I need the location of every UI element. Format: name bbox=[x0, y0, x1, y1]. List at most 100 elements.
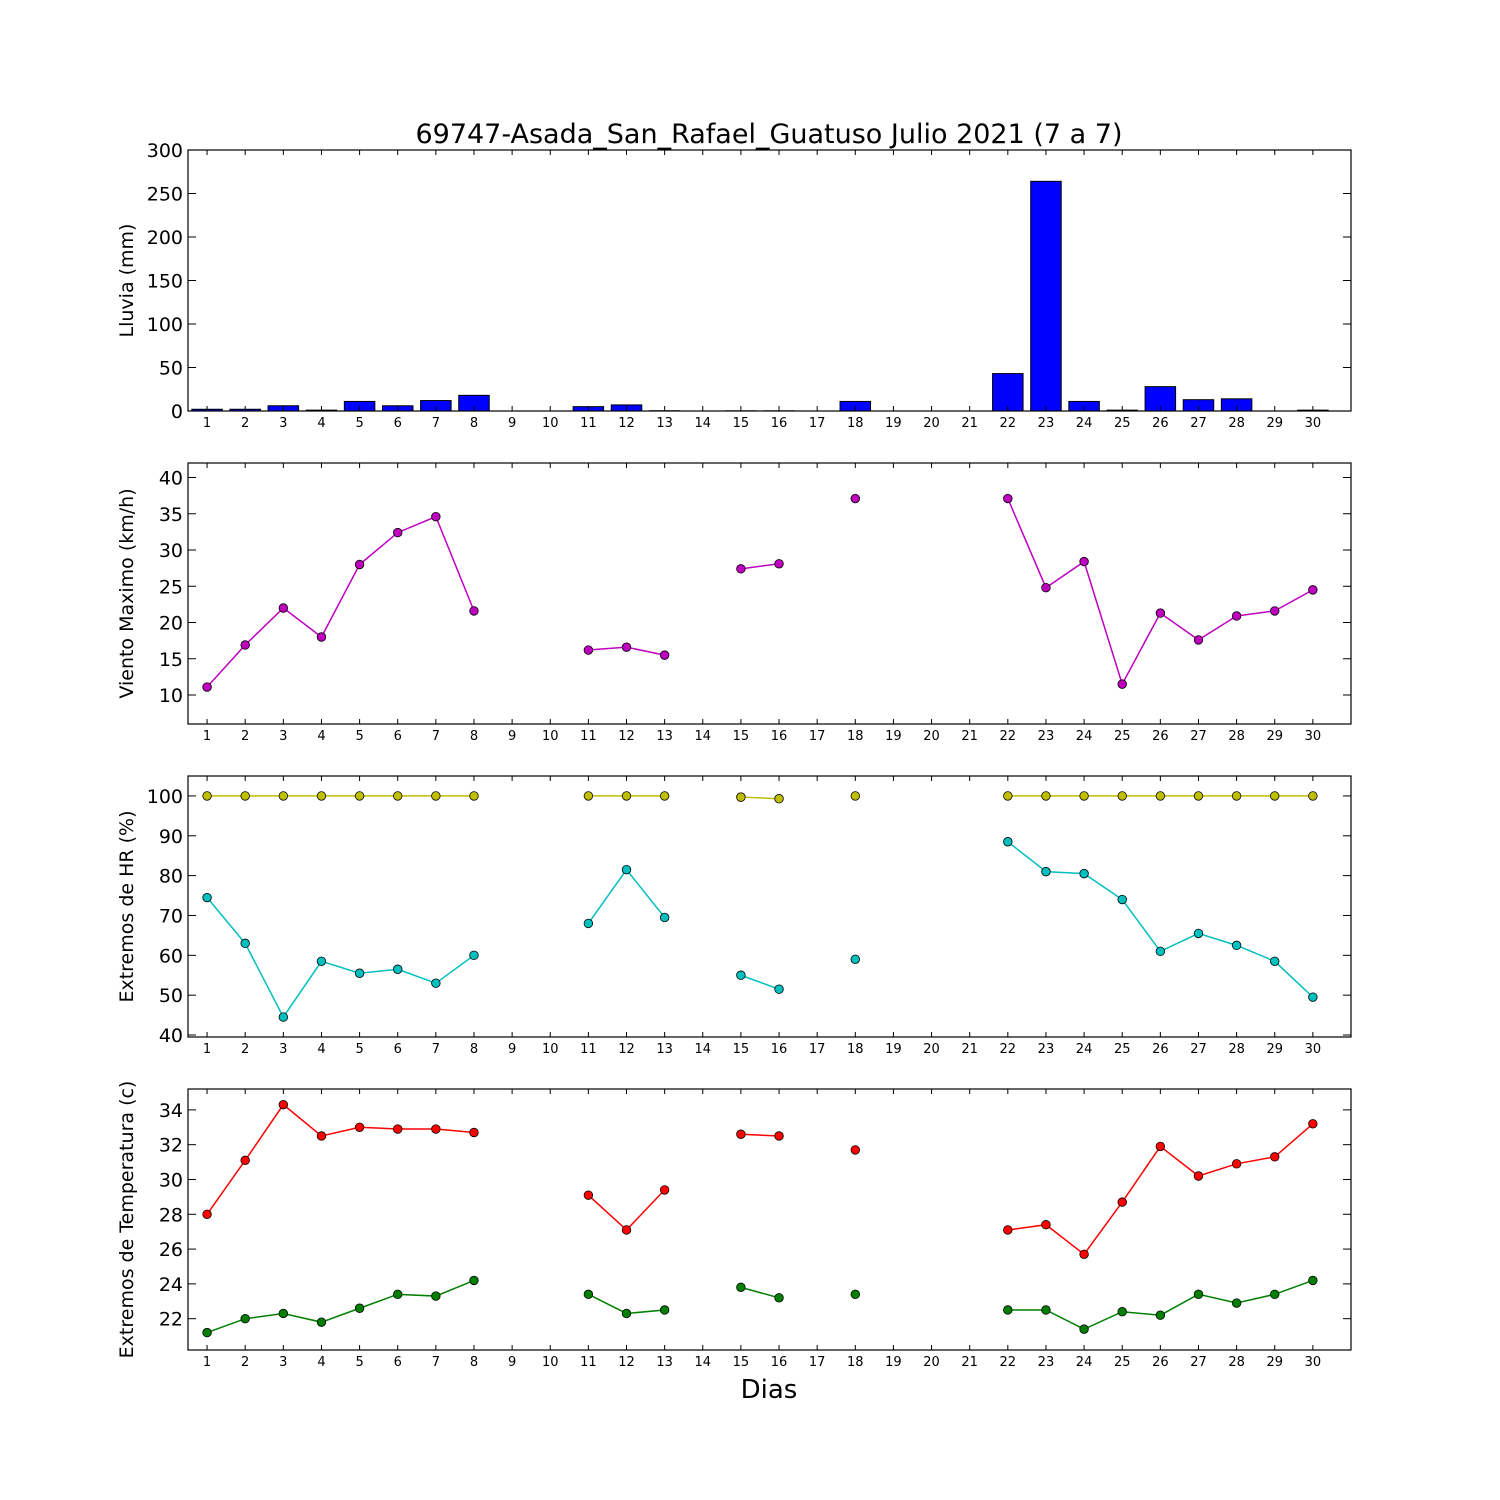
x-tick-label: 24 bbox=[1076, 729, 1093, 744]
series-line bbox=[740, 796, 780, 800]
x-tick-label: 11 bbox=[580, 1355, 597, 1370]
x-axis-label: Dias bbox=[741, 1375, 798, 1405]
point-day-6 bbox=[393, 1289, 403, 1300]
y-tick-label: 70 bbox=[159, 905, 183, 927]
x-tick-label: 25 bbox=[1114, 416, 1131, 431]
point-day-4 bbox=[316, 1131, 327, 1141]
y-tick-label: 34 bbox=[159, 1100, 183, 1122]
point-day-25 bbox=[1117, 679, 1127, 689]
y-tick-label: 300 bbox=[147, 140, 183, 162]
point-day-5 bbox=[354, 559, 365, 570]
x-tick-label: 25 bbox=[1114, 729, 1131, 744]
point-day-23 bbox=[1041, 583, 1051, 593]
y-tick-label: 50 bbox=[159, 358, 183, 380]
x-tick-label: 29 bbox=[1266, 1355, 1283, 1370]
point-day-15 bbox=[736, 1129, 746, 1139]
point-day-6 bbox=[393, 1124, 403, 1134]
x-tick-label: 6 bbox=[394, 416, 402, 431]
x-tick-label: 23 bbox=[1038, 729, 1055, 744]
x-tick-label: 30 bbox=[1305, 729, 1322, 744]
point-day-15 bbox=[736, 564, 746, 574]
point-day-24 bbox=[1079, 791, 1089, 801]
x-tick-label: 28 bbox=[1228, 729, 1245, 744]
point-day-1 bbox=[202, 682, 212, 692]
series-line bbox=[740, 974, 780, 990]
point-day-6 bbox=[393, 791, 403, 801]
panel-viento: 1 2 3 4 5 6 7 8 9 10 11 12 13 14 15 16 17 18 19 20 21 22 23 24 2… bbox=[116, 462, 1352, 744]
point-day-4 bbox=[316, 956, 327, 966]
x-tick-label: 21 bbox=[961, 1355, 978, 1370]
point-day-24 bbox=[1079, 868, 1089, 879]
x-tick-label: 20 bbox=[923, 1355, 940, 1370]
x-tick-label: 18 bbox=[847, 1042, 864, 1057]
x-tick-label: 28 bbox=[1228, 1355, 1245, 1370]
point-day-25 bbox=[1117, 894, 1127, 905]
x-tick-label: 3 bbox=[279, 416, 287, 431]
y-tick-label: 35 bbox=[159, 504, 183, 526]
point-day-3 bbox=[278, 1308, 289, 1319]
x-tick-label: 23 bbox=[1038, 1042, 1055, 1057]
point-day-12 bbox=[621, 1308, 632, 1319]
series-temperatura-1 bbox=[202, 1099, 1318, 1260]
plot-frame bbox=[187, 149, 1352, 412]
x-tick-label: 4 bbox=[317, 1355, 325, 1370]
point-day-12 bbox=[621, 642, 632, 652]
x-tick-label: 27 bbox=[1190, 1042, 1207, 1057]
point-day-27 bbox=[1193, 1289, 1204, 1300]
x-tick-label: 16 bbox=[771, 729, 788, 744]
point-day-16 bbox=[774, 794, 784, 804]
x-tick-label: 17 bbox=[809, 416, 826, 431]
y-axis-label: Lluvia (mm) bbox=[116, 224, 138, 338]
point-day-4 bbox=[316, 791, 327, 801]
point-day-1 bbox=[202, 791, 212, 801]
point-day-30 bbox=[1308, 585, 1318, 595]
panel-lluvia: 1 2 3 4 5 6 7 8 9 10 11 12 13 14 15 16 17 18 19 20 21 22 23 24 2… bbox=[116, 140, 1352, 431]
x-tick-label: 9 bbox=[508, 416, 516, 431]
x-tick-label: 10 bbox=[542, 1042, 559, 1057]
y-tick-label: 40 bbox=[159, 1025, 183, 1047]
point-day-18 bbox=[850, 954, 860, 964]
point-day-29 bbox=[1270, 1289, 1280, 1300]
point-day-2 bbox=[240, 1313, 250, 1324]
point-day-5 bbox=[354, 968, 365, 978]
x-tick-label: 30 bbox=[1305, 1355, 1322, 1370]
point-day-30 bbox=[1308, 1119, 1318, 1129]
series-line bbox=[587, 1189, 666, 1231]
x-tick-label: 5 bbox=[355, 416, 363, 431]
y-tick-label: 32 bbox=[159, 1135, 183, 1157]
point-day-8 bbox=[469, 1275, 479, 1286]
x-tick-label: 4 bbox=[317, 729, 325, 744]
x-tick-label: 19 bbox=[885, 416, 902, 431]
x-tick-label: 3 bbox=[279, 1355, 287, 1370]
x-tick-label: 2 bbox=[241, 1355, 249, 1370]
x-tick-label: 1 bbox=[203, 729, 211, 744]
series-line bbox=[206, 897, 475, 1019]
x-tick-label: 29 bbox=[1266, 1042, 1283, 1057]
point-day-29 bbox=[1270, 791, 1280, 801]
x-tick-label: 15 bbox=[733, 729, 750, 744]
x-tick-label: 8 bbox=[470, 1355, 478, 1370]
x-tick-label: 13 bbox=[656, 1042, 673, 1057]
x-tick-label: 19 bbox=[885, 729, 902, 744]
point-day-13 bbox=[659, 912, 670, 923]
y-tick-label: 200 bbox=[147, 227, 183, 249]
point-day-11 bbox=[583, 1289, 594, 1300]
bar-day-22 bbox=[992, 373, 1024, 412]
x-tick-label: 14 bbox=[694, 729, 711, 744]
x-tick-label: 9 bbox=[508, 1355, 516, 1370]
x-tick-label: 20 bbox=[923, 416, 940, 431]
x-tick-label: 7 bbox=[432, 729, 440, 744]
x-tick-label: 7 bbox=[432, 1355, 440, 1370]
point-day-26 bbox=[1155, 1310, 1166, 1320]
point-day-1 bbox=[202, 1209, 212, 1219]
point-day-22 bbox=[1003, 837, 1013, 847]
point-day-8 bbox=[469, 1127, 479, 1138]
series-line bbox=[1007, 1279, 1314, 1330]
point-day-23 bbox=[1041, 1305, 1051, 1315]
x-tick-label: 26 bbox=[1152, 1042, 1169, 1057]
chart-panels: 1 2 3 4 5 6 7 8 9 10 11 12 13 14 15 16 17 18 19 20 21 22 23 24 2… bbox=[116, 140, 1352, 1370]
point-day-1 bbox=[202, 1327, 212, 1338]
x-tick-label: 3 bbox=[279, 729, 287, 744]
series-temperatura-2 bbox=[202, 1275, 1318, 1338]
